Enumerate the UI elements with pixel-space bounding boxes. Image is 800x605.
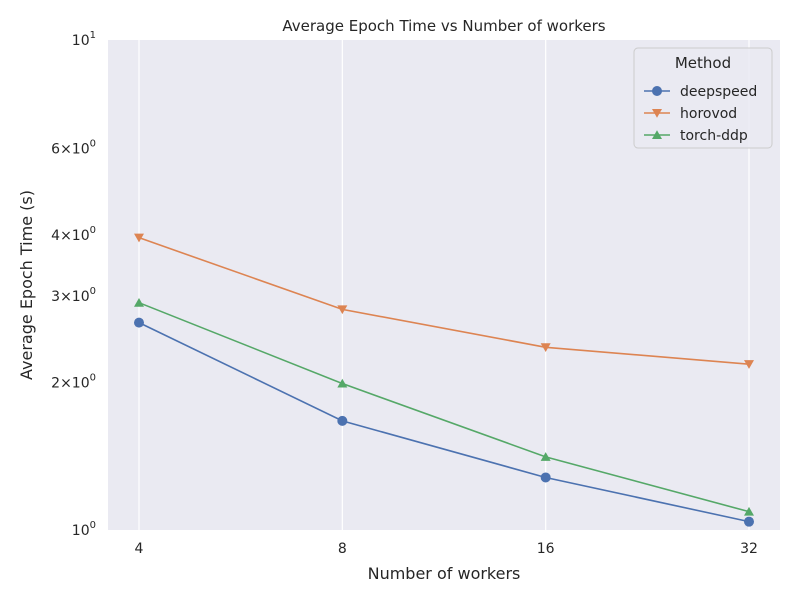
y-axis-label: Average Epoch Time (s) xyxy=(17,190,36,380)
x-tick-label: 16 xyxy=(537,541,555,557)
y-tick-mantissa: 3 xyxy=(51,289,60,305)
legend-marker xyxy=(652,86,662,96)
series-line xyxy=(138,301,750,513)
legend-label: horovod xyxy=(680,106,737,122)
y-tick-label: 100 xyxy=(72,520,96,539)
data-point xyxy=(744,360,754,369)
y-tick-base: 10 xyxy=(72,228,90,244)
legend-title: Method xyxy=(675,54,731,72)
legend-label: deepspeed xyxy=(680,84,757,100)
data-point xyxy=(134,317,144,328)
series-horovod xyxy=(134,233,754,369)
data-point xyxy=(134,297,144,307)
y-tick-base: 10 xyxy=(72,375,90,391)
series-line xyxy=(138,236,750,365)
y-tick-exponent: 0 xyxy=(90,520,96,531)
data-point xyxy=(134,233,144,243)
legend-box xyxy=(633,47,773,149)
x-tick-label: 32 xyxy=(740,541,758,557)
y-tick-base: 10 xyxy=(72,33,90,49)
series-torch-ddp xyxy=(134,297,754,516)
chart-title: Average Epoch Time vs Number of workers xyxy=(282,17,605,35)
data-point xyxy=(540,343,551,353)
y-minor-tick-label: 3×100 xyxy=(51,286,96,305)
legend-item-horovod: horovod xyxy=(644,106,737,122)
legend-marker xyxy=(652,109,662,118)
y-tick-exponent: 0 xyxy=(90,225,96,236)
x-axis-label: Number of workers xyxy=(368,564,521,583)
y-tick-exponent: 1 xyxy=(90,30,96,41)
y-tick-times-sign: × xyxy=(60,228,72,244)
data-point xyxy=(337,378,348,388)
y-tick-mantissa: 2 xyxy=(51,375,60,391)
series-line xyxy=(138,321,750,523)
y-tick-exponent: 0 xyxy=(90,372,96,383)
y-tick-base: 10 xyxy=(72,142,90,158)
y-tick-times-sign: × xyxy=(60,142,72,158)
y-minor-tick-label: 4×100 xyxy=(51,225,96,244)
y-tick-base: 10 xyxy=(72,523,90,539)
data-point xyxy=(744,506,754,516)
y-tick-mantissa: 4 xyxy=(51,228,60,244)
legend-item-torch-ddp: torch-ddp xyxy=(644,128,748,144)
legend-marker xyxy=(652,130,662,139)
y-tick-base: 10 xyxy=(72,289,90,305)
x-axis-ticks: 4 8 16 32 xyxy=(135,541,758,557)
series-group xyxy=(134,233,754,527)
data-point xyxy=(337,305,348,315)
data-point xyxy=(540,452,551,461)
legend-label: torch-ddp xyxy=(680,128,748,144)
y-minor-tick-label: 6×100 xyxy=(51,139,96,158)
data-point xyxy=(540,472,551,483)
x-tick-label: 8 xyxy=(338,541,347,557)
series-deepspeed xyxy=(134,317,754,527)
y-minor-tick-label: 2×100 xyxy=(51,372,96,391)
legend: Method deepspeed horovod torch-ddp xyxy=(633,47,773,149)
y-tick-mantissa: 6 xyxy=(51,142,60,158)
y-tick-label: 101 xyxy=(72,30,96,49)
y-tick-exponent: 0 xyxy=(90,286,96,297)
data-point xyxy=(744,516,754,527)
y-tick-times-sign: × xyxy=(60,289,72,305)
legend-item-deepspeed: deepspeed xyxy=(644,84,757,100)
y-tick-times-sign: × xyxy=(60,375,72,391)
x-tick-label: 4 xyxy=(135,541,144,557)
data-point xyxy=(337,415,348,426)
y-tick-exponent: 0 xyxy=(90,139,96,150)
